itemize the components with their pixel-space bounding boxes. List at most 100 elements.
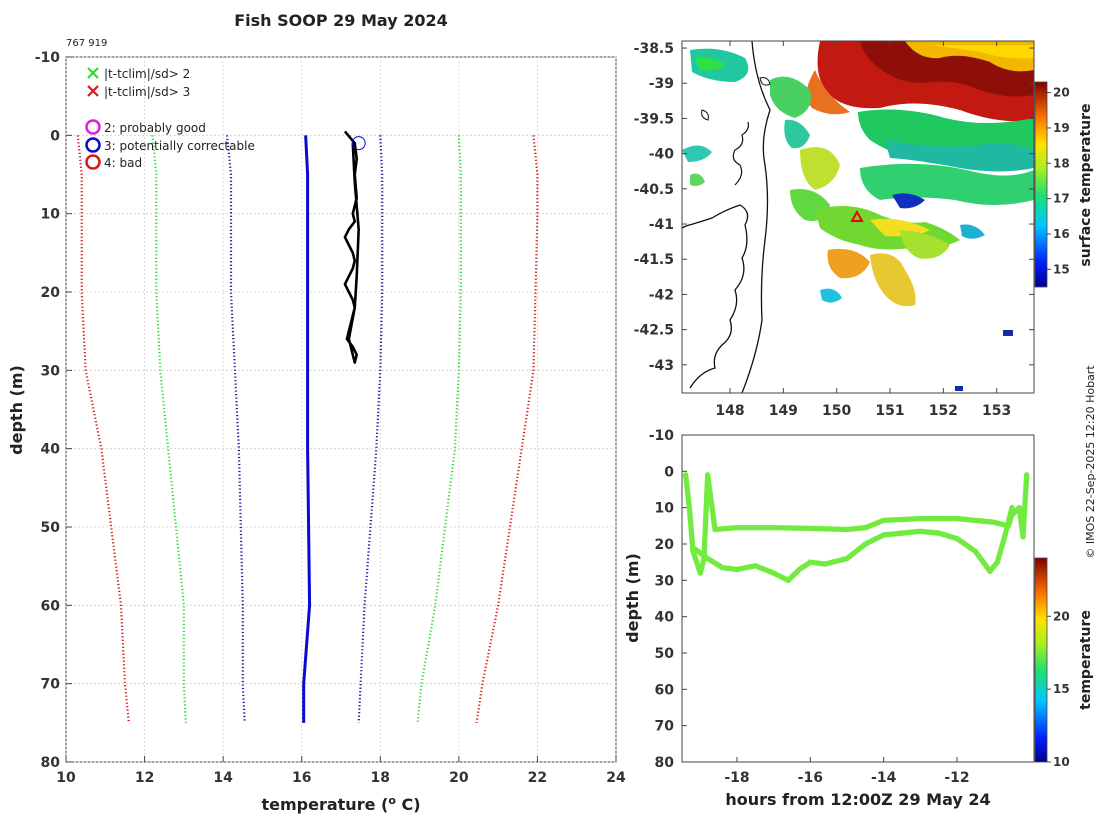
map-xtick-label: 150	[822, 403, 851, 419]
section-xlabel: hours from 12:00Z 29 May 24	[725, 790, 990, 809]
profile-series-clim-3sd	[76, 135, 130, 723]
map-ytick-label: -41	[649, 217, 674, 233]
legend-entry-2sd: |t-tclim|/sd> 2	[104, 67, 190, 81]
map-xtick-label: 148	[715, 403, 744, 419]
temperature-colorbar-tick-label: 10	[1053, 755, 1070, 769]
profile-ytick-label: 50	[41, 520, 61, 536]
legend-circle-icon	[85, 119, 101, 135]
profile-series-clim-mean	[302, 135, 312, 723]
cast-tag: 767 919	[66, 38, 107, 49]
legend-entry-probably-good: 2: probably good	[104, 121, 206, 135]
section-ytick-label: 40	[655, 610, 675, 626]
sst-colorbar-tick-label: 19	[1053, 121, 1070, 135]
legend-circle-icon	[85, 154, 101, 170]
map-axes-frame	[681, 40, 1035, 394]
section-ytick-label: 50	[655, 646, 675, 662]
profile-ytick-label: 40	[41, 442, 61, 458]
profile-series-observed	[343, 130, 360, 364]
section-point	[1009, 504, 1015, 511]
profile-ytick-label: 70	[41, 677, 61, 693]
sst-map: 148 149 150 151 152 153 -38.5 -39 -39.5 -40 -40.5 -…	[634, 40, 1094, 419]
profile-ytick-label: 30	[41, 363, 61, 379]
map-ytick-label: -40	[649, 147, 675, 163]
map-xtick-label: 152	[929, 403, 958, 419]
profile-ylabel: depth (m)	[7, 365, 26, 455]
map-xtick-label: 151	[875, 403, 904, 419]
profile-xtick-label: 10	[56, 770, 76, 786]
map-xtick-label: 149	[769, 403, 798, 419]
section-ytick-label: 80	[655, 755, 675, 771]
shelf-contour	[741, 40, 771, 394]
legend-circle-icon	[85, 137, 101, 153]
map-ytick-label: -42.5	[634, 323, 674, 339]
tasmania-coastline	[681, 204, 749, 389]
profile-xtick-label: 24	[606, 770, 626, 786]
profile-xtick-label: 16	[292, 770, 311, 786]
sst-colorbar	[1034, 81, 1048, 288]
map-ytick-label: -42	[649, 287, 674, 303]
island-outlines	[701, 77, 771, 121]
map-ytick-label: -40.5	[634, 182, 674, 198]
profile-ytick-label: 60	[41, 598, 61, 614]
map-ytick-label: -38.5	[634, 41, 674, 57]
sst-colorbar-label: surface temperature	[1078, 103, 1094, 266]
section-ytick-label: 60	[655, 682, 675, 698]
profile-ytick-label: 0	[50, 128, 60, 144]
profile-plot: 10 12 14 16 18 20 22 24 -10 0 10 20 30 40 50 60 70 80 tem…	[7, 50, 626, 814]
profile-ytick-label: -10	[35, 50, 61, 66]
temperature-colorbar	[1034, 557, 1048, 763]
temperature-colorbar-tick-label: 15	[1053, 682, 1070, 696]
section-plot: -18 -16 -14 -12 -10 0 10 20 30 40 50 60 70 80 hours f…	[623, 428, 1094, 809]
profile-series-clim-3sd	[475, 135, 539, 723]
section-series-deep-limb	[690, 504, 1015, 584]
sst-colorbar-tick-label: 15	[1053, 262, 1070, 276]
section-axes-frame	[681, 434, 1035, 763]
profile-xtick-label: 20	[449, 770, 469, 786]
legend-entry-potentially-correctable: 3: potentially correctable	[104, 139, 255, 153]
section-ytick-label: -10	[649, 428, 675, 444]
profile-series-clim-1sd	[225, 135, 246, 723]
section-ytick-label: 20	[655, 537, 675, 553]
credit-text: © IMOS 22-Sep-2025 12:20 Hobart	[1084, 365, 1097, 559]
profile-xtick-label: 12	[135, 770, 154, 786]
profile-ytick-label: 80	[41, 755, 61, 771]
legend-x-icon	[87, 67, 99, 79]
section-ylabel: depth (m)	[623, 553, 642, 643]
legend-entry-3sd: |t-tclim|/sd> 3	[104, 85, 190, 99]
sst-field	[682, 41, 1034, 391]
temperature-colorbar-tick-label: 20	[1053, 609, 1070, 623]
legend-x-icon	[87, 85, 99, 97]
section-xtick-label: -18	[724, 770, 749, 786]
flinders-island-coast	[732, 121, 749, 186]
map-ytick-label: -43	[649, 358, 674, 374]
profile-axes-frame	[65, 56, 617, 763]
sst-colorbar-tick-label: 20	[1053, 86, 1070, 100]
profile-xlabel: temperature (o C)	[261, 794, 420, 814]
profile-series-clim-2sd	[416, 135, 462, 723]
sst-colorbar-tick-label: 16	[1053, 227, 1070, 241]
map-ytick-label: -39	[649, 76, 674, 92]
section-xtick-label: -16	[798, 770, 823, 786]
section-ytick-label: 30	[655, 573, 675, 589]
section-ytick-label: 10	[655, 501, 675, 517]
map-ytick-label: -39.5	[634, 111, 674, 127]
flag-marker	[351, 136, 366, 151]
map-xtick-label: 153	[982, 403, 1011, 419]
map-ytick-label: -41.5	[634, 252, 674, 268]
cast-location-marker	[850, 209, 864, 222]
temperature-colorbar-label: temperature	[1078, 610, 1094, 710]
profile-ytick-label: 20	[41, 285, 61, 301]
section-point	[1023, 472, 1030, 478]
figure-title: Fish SOOP 29 May 2024	[234, 11, 448, 30]
profile-ytick-label: 10	[41, 207, 61, 223]
profile-series-clim-1sd	[357, 135, 384, 723]
section-xtick-label: -12	[944, 770, 969, 786]
profile-xtick-label: 14	[213, 770, 233, 786]
sst-colorbar-tick-label: 18	[1053, 156, 1070, 170]
section-series-shallow-limb	[682, 472, 1030, 576]
profile-xtick-label: 18	[371, 770, 390, 786]
profile-series-clim-2sd	[151, 135, 187, 723]
legend-entry-bad: 4: bad	[104, 156, 142, 170]
section-ytick-label: 0	[664, 464, 674, 480]
